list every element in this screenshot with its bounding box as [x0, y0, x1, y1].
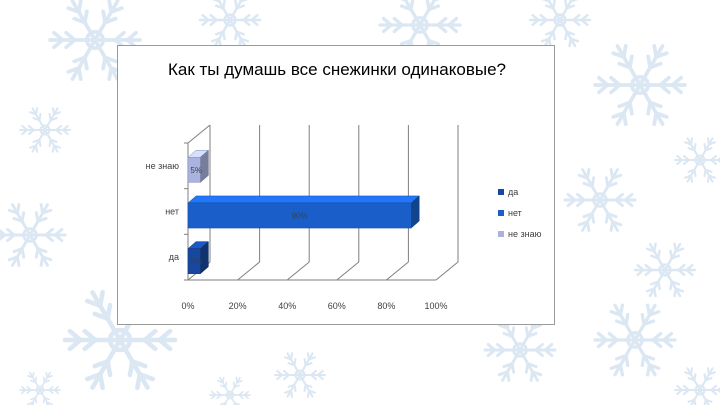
floor-line — [237, 261, 260, 281]
snowflake-decoration — [593, 43, 687, 127]
chart-panel: Как ты думашь все снежинки одинаковые? 5… — [117, 45, 555, 325]
snowflake-decoration — [48, 0, 142, 82]
bar — [187, 149, 210, 183]
floor-line — [435, 261, 459, 281]
snowflake-decoration — [483, 318, 557, 382]
data-label: 5% — [190, 166, 202, 175]
snowflake-decoration — [633, 242, 697, 298]
snowflake-decoration — [198, 0, 262, 48]
floor-line — [336, 261, 360, 281]
snowflake-decoration — [19, 371, 61, 405]
chart-title: Как ты думашь все снежинки одинаковые? — [168, 60, 506, 79]
snowflake-decoration — [673, 367, 720, 405]
snowflake-decoration — [528, 0, 592, 48]
x-tick-label: 40% — [278, 301, 296, 311]
snowflake-decoration — [18, 107, 72, 153]
x-tick-label: 20% — [229, 301, 247, 311]
snowflake-decoration — [563, 168, 637, 232]
bar-chart: 5% да 90% нет 5% не знаю 0% 20% 40% 60% 80% 100% да н… — [146, 124, 542, 311]
legend-swatch — [498, 210, 504, 216]
x-tick-label: 80% — [377, 301, 395, 311]
legend-label: нет — [508, 208, 522, 218]
x-tick-label: 0% — [181, 301, 194, 311]
data-label: 5% — [190, 257, 202, 266]
legend-swatch — [498, 231, 504, 237]
legend: да нет не знаю — [498, 187, 542, 239]
x-tick-label: 60% — [328, 301, 346, 311]
x-tick-label: 100% — [424, 301, 447, 311]
category-label: да — [169, 252, 179, 262]
legend-label: не знаю — [508, 229, 542, 239]
category-label: нет — [165, 207, 179, 217]
snowflake-decoration — [0, 203, 67, 267]
legend-swatch — [498, 189, 504, 195]
snowflake-decoration — [273, 352, 327, 398]
category-label: не знаю — [146, 161, 180, 171]
snowflake-decoration — [209, 376, 251, 405]
floor-line — [286, 261, 310, 281]
snowflake-decoration — [593, 303, 677, 377]
floor-line — [386, 261, 409, 281]
bar — [187, 241, 210, 275]
bar — [187, 195, 420, 229]
legend-label: да — [508, 187, 518, 197]
snowflake-decoration — [673, 137, 720, 183]
gridlines — [187, 125, 459, 281]
data-label: 90% — [292, 212, 308, 221]
